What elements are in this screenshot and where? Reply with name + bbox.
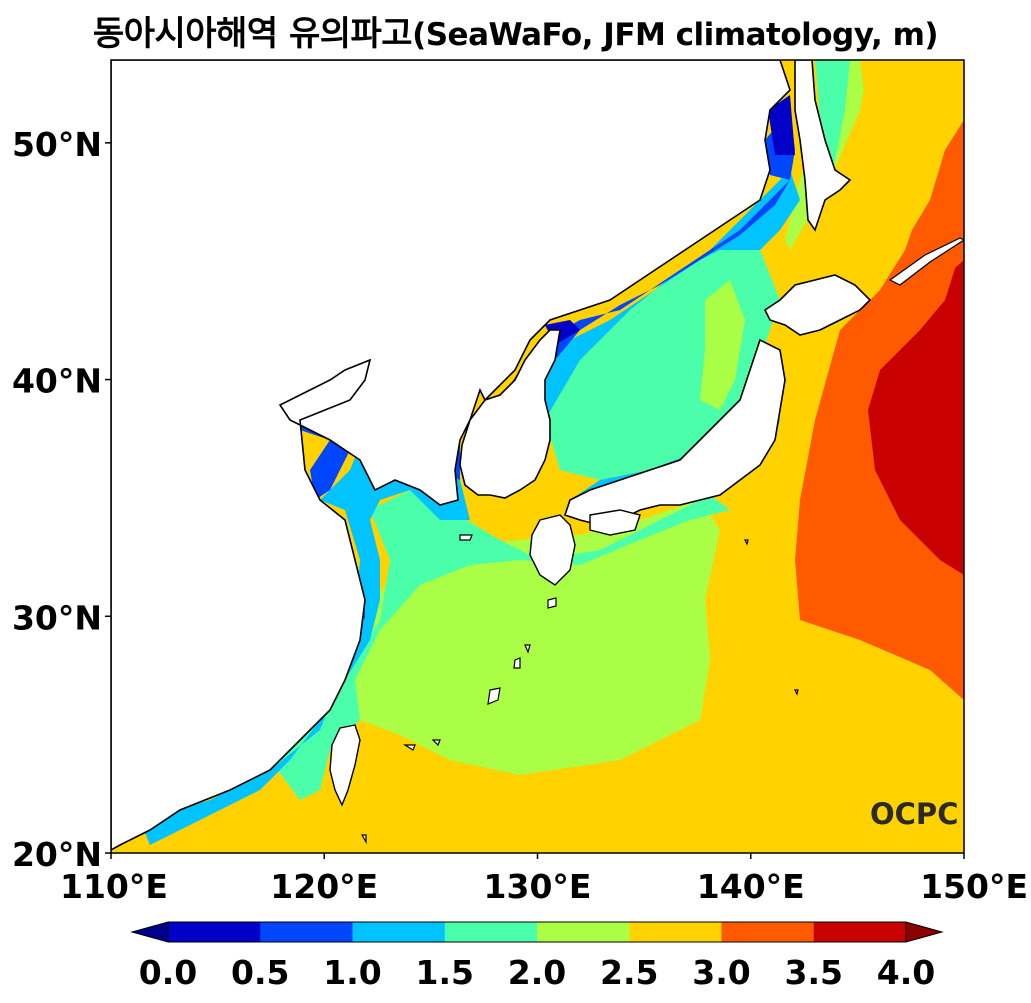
colorbar-swatch — [721, 922, 815, 942]
colorbar-level-label: 3.5 — [785, 953, 843, 992]
ocpc-logo: OCPC — [870, 797, 958, 831]
colorbar-swatch — [813, 922, 907, 942]
colorbar-swatch — [352, 922, 446, 942]
land-sakhalin — [794, 60, 852, 232]
colorbar-swatch — [537, 922, 630, 942]
colorbar-swatch — [444, 922, 538, 942]
lat-tick-label: 50°N — [12, 125, 102, 164]
colorbar-swatch — [168, 922, 261, 942]
colorbar-level-label: 1.5 — [416, 953, 474, 992]
land-asia-mainland — [111, 60, 791, 851]
land-taiwan — [329, 724, 361, 807]
colorbar: 0.0 0.5 1.0 1.5 2.0 2.5 3.0 3.5 4.0 — [130, 921, 944, 992]
band-0.0-0.5-tatar — [768, 95, 795, 155]
colorbar-over-arrow — [905, 921, 944, 943]
lon-tick-label: 140°E — [697, 867, 805, 906]
band-1.5-2.0-shelf — [270, 490, 730, 800]
land-islands — [360, 237, 964, 845]
title-korean: 동아시아해역 유의파고 — [92, 14, 413, 54]
band-2.5-north-pacific — [845, 60, 964, 290]
colorbar-frame — [167, 921, 907, 943]
band-3.5-4.0 — [868, 240, 964, 575]
lon-tick-label: 130°E — [484, 867, 592, 906]
title-detail: (SeaWaFo, JFM climatology, m) — [412, 17, 939, 53]
land-hokkaido — [763, 274, 872, 336]
colorbar-level-label: 4.0 — [877, 953, 935, 992]
colorbar-level-label: 0.0 — [139, 953, 197, 992]
lat-tick-label: 30°N — [12, 598, 102, 637]
colorbar-level-label: 0.5 — [231, 953, 289, 992]
colorbar-level-label: 1.0 — [323, 953, 381, 992]
lat-tick-label: 40°N — [12, 362, 102, 401]
wave-field: OCPC — [111, 60, 964, 853]
lon-axis: 110°E 120°E 130°E 140°E 150°E — [60, 853, 1028, 906]
colorbar-swatch — [629, 922, 722, 942]
band-1.0-1.5-eastsea-coast — [510, 170, 800, 440]
band-2.0-eastsea — [700, 280, 745, 410]
colorbar-level-label: 3.0 — [692, 953, 750, 992]
colorbar-under-arrow — [130, 921, 169, 943]
band-3.0-north — [900, 120, 964, 300]
lat-axis: 20°N 30°N 40°N 50°N — [12, 125, 111, 874]
land-kyushu — [529, 514, 576, 586]
map-title: 동아시아해역 유의파고(SeaWaFo, JFM climatology, m) — [0, 6, 1031, 55]
colorbar-level-label: 2.5 — [600, 953, 658, 992]
colorbar-swatch — [260, 922, 353, 942]
lon-tick-label: 110°E — [60, 867, 168, 906]
land-korea — [459, 329, 561, 499]
lon-tick-label: 150°E — [920, 867, 1028, 906]
land-shikoku — [589, 509, 641, 536]
colorbar-level-label: 2.0 — [508, 953, 566, 992]
lat-tick-label: 20°N — [12, 835, 102, 874]
lon-tick-label: 120°E — [270, 867, 378, 906]
